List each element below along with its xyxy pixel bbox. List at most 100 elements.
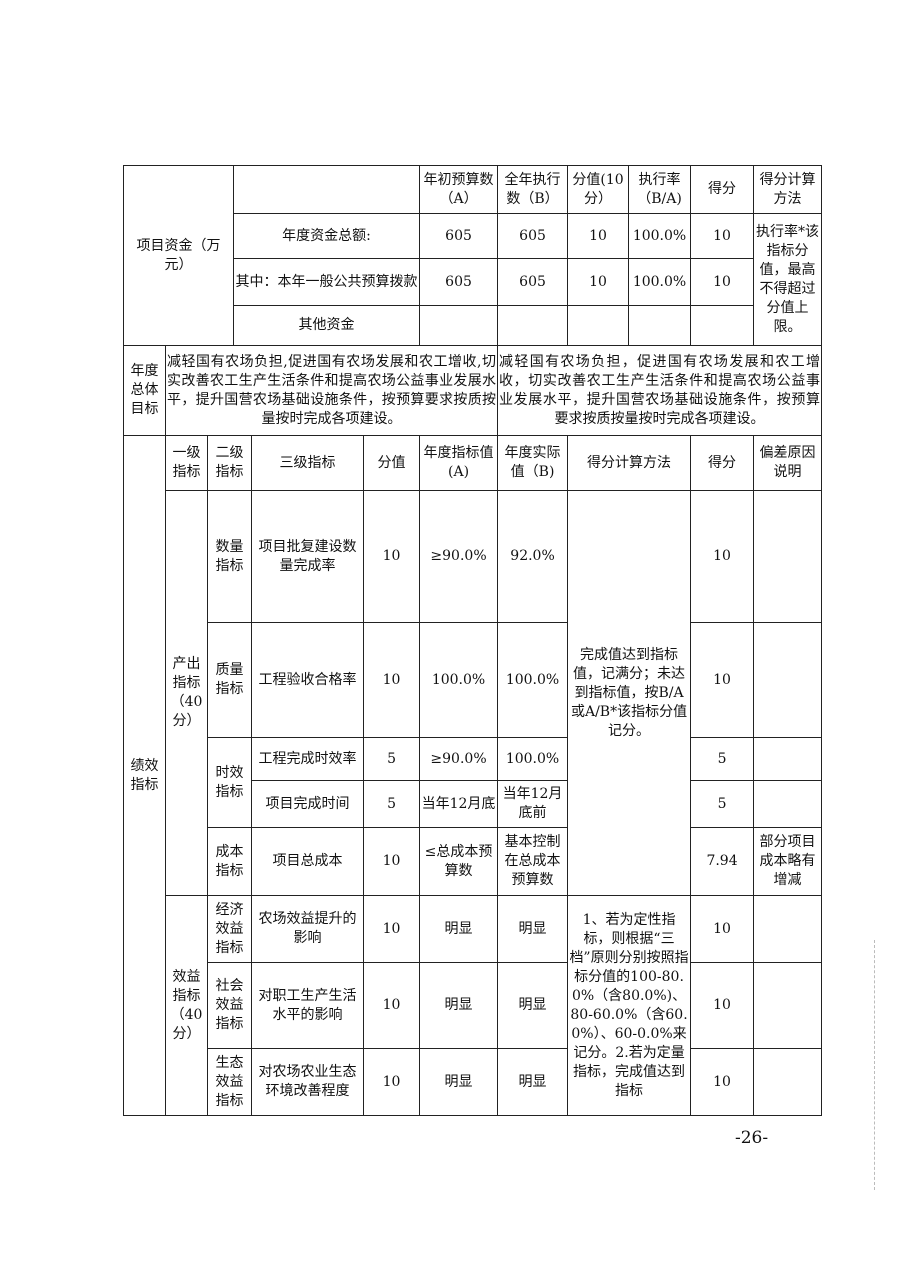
funds-header: 年初预算数（A） (419, 165, 499, 214)
value: 10 (363, 962, 421, 1049)
goal-actual: 减轻国有农场负担，促进国有农场发展和农工增收，切实改善农工生产生活条件和提高农场… (497, 345, 823, 436)
funds-cell: 10 (690, 258, 755, 306)
funds-header: 执行率（B/A) (628, 165, 692, 214)
level2-quality: 质量指标 (206, 622, 253, 738)
level2-economic: 经济效益指标 (206, 895, 253, 963)
perf-header: 分值 (363, 435, 421, 491)
score: 5 (690, 737, 755, 781)
goal-label: 年度总体目标 (123, 345, 166, 436)
funds-cell (690, 305, 755, 346)
perf-header: 得分 (690, 435, 755, 491)
page-number: -26- (735, 1128, 769, 1148)
funds-cell (419, 305, 499, 346)
level3: 项目批复建设数量完成率 (251, 490, 365, 623)
funds-label: 项目资金（万元） (122, 165, 235, 346)
funds-cell: 100.0% (628, 258, 692, 306)
value: 10 (363, 827, 421, 896)
note (753, 490, 823, 623)
actual: 当年12月底前 (497, 780, 569, 828)
level2-time: 时效指标 (206, 737, 253, 828)
score: 10 (690, 962, 755, 1049)
actual: 明显 (497, 895, 569, 963)
funds-header: 全年执行数（B） (497, 165, 569, 214)
target: 当年12月底 (419, 780, 499, 828)
level2-ecology: 生态效益指标 (206, 1048, 253, 1116)
funds-cell: 605 (497, 258, 569, 306)
target: 明显 (419, 895, 499, 963)
funds-row-name: 其中：本年一般公共预算拨款 (233, 258, 421, 306)
funds-cell: 10 (567, 258, 630, 306)
funds-method: 执行率*该指标分值，最高不得超过分值上限。 (753, 213, 823, 346)
funds-header: 得分计算方法 (753, 165, 823, 214)
score: 7.94 (690, 827, 755, 896)
level3: 对职工生产生活水平的影响 (251, 962, 365, 1049)
actual: 100.0% (497, 622, 569, 738)
target: ≤总成本预算数 (419, 827, 499, 896)
funds-header: 得分 (690, 165, 755, 214)
funds-row-name: 其他资金 (233, 305, 421, 346)
value: 5 (363, 780, 421, 828)
funds-header: 分值(10分） (567, 165, 630, 214)
output-label: 产出指标（40分） (165, 490, 208, 896)
funds-cell (497, 305, 569, 346)
actual: 明显 (497, 962, 569, 1049)
value: 10 (363, 895, 421, 963)
score: 5 (690, 780, 755, 828)
method-benefit: 1、若为定性指标，则根据“三档”原则分别按照指标分值的100-80.0%（含80… (567, 895, 692, 1116)
score: 10 (690, 1048, 755, 1116)
perf-label: 绩效指标 (123, 435, 166, 1116)
note (753, 962, 823, 1049)
note (753, 780, 823, 828)
funds-cell: 10 (690, 213, 755, 259)
level2-cost: 成本指标 (206, 827, 253, 896)
score: 10 (690, 895, 755, 963)
score: 10 (690, 622, 755, 738)
funds-cell (628, 305, 692, 346)
perf-header: 得分计算方法 (567, 435, 692, 491)
score: 10 (690, 490, 755, 623)
perf-header: 偏差原因说明 (753, 435, 823, 491)
note: 部分项目成本略有增减 (753, 827, 823, 896)
note (753, 895, 823, 963)
actual: 明显 (497, 1048, 569, 1116)
value: 5 (363, 737, 421, 781)
target: ≥90.0% (419, 490, 499, 623)
value: 10 (363, 622, 421, 738)
performance-table: 项目资金（万元） 年初预算数（A） 全年执行数（B） 分值(10分） 执行率（B… (122, 165, 823, 1116)
funds-cell: 605 (497, 213, 569, 259)
target: ≥90.0% (419, 737, 499, 781)
level3: 农场效益提升的影响 (251, 895, 365, 963)
actual: 92.0% (497, 490, 569, 623)
target: 明显 (419, 962, 499, 1049)
perf-header: 年度实际值（B) (497, 435, 569, 491)
funds-cell (567, 305, 630, 346)
level3: 工程验收合格率 (251, 622, 365, 738)
actual: 100.0% (497, 737, 569, 781)
note (753, 1048, 823, 1116)
level2-quantity: 数量指标 (206, 490, 253, 623)
level3: 对农场农业生态环境改善程度 (251, 1048, 365, 1116)
funds-cell: 100.0% (628, 213, 692, 259)
actual: 基本控制在总成本预算数 (497, 827, 569, 896)
perf-header: 二级指标 (206, 435, 253, 491)
benefit-label: 效益指标（40分） (165, 895, 208, 1116)
target: 明显 (419, 1048, 499, 1116)
level3: 项目总成本 (251, 827, 365, 896)
funds-row-name: 年度资金总额: (233, 213, 421, 259)
note (753, 622, 823, 738)
perf-header: 一级指标 (165, 435, 208, 491)
perf-header: 年度指标值(A) (419, 435, 499, 491)
perf-header: 三级指标 (251, 435, 365, 491)
scan-edge-divider (874, 940, 876, 1190)
note (753, 737, 823, 781)
level3: 工程完成时效率 (251, 737, 365, 781)
level3: 项目完成时间 (251, 780, 365, 828)
funds-header-blank (233, 165, 421, 214)
funds-cell: 605 (419, 213, 499, 259)
level2-social: 社会效益指标 (206, 962, 253, 1049)
value: 10 (363, 1048, 421, 1116)
target: 100.0% (419, 622, 499, 738)
funds-cell: 10 (567, 213, 630, 259)
value: 10 (363, 490, 421, 623)
funds-cell: 605 (419, 258, 499, 306)
